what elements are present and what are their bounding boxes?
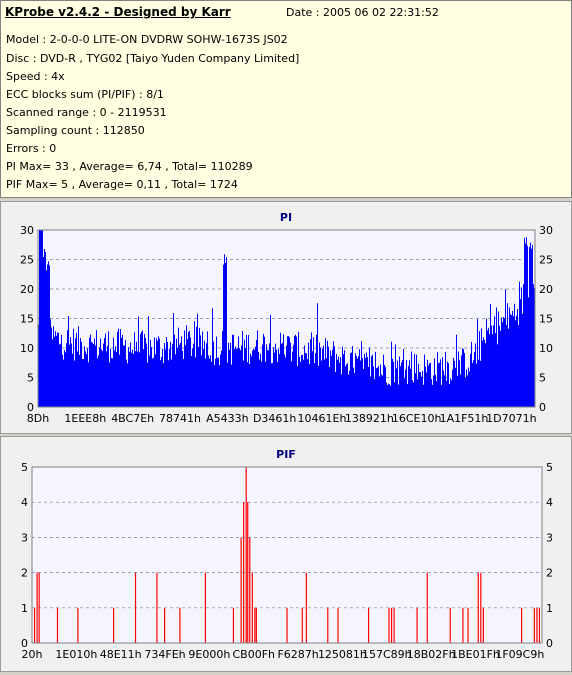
- pi-ytick-right: 0: [539, 401, 546, 414]
- pif-xtick-label: 734FEh: [144, 648, 185, 661]
- pif-xtick-label: F6287h: [277, 648, 318, 661]
- pif-xtick-label: 9E000h: [188, 648, 230, 661]
- pi-ytick-left: 30: [20, 224, 34, 237]
- pi-ytick-left: 15: [20, 313, 34, 326]
- pi-ytick-right: 30: [539, 224, 553, 237]
- app-title: KProbe v2.4.2 - Designed by Karr: [5, 5, 231, 19]
- info-panel: KProbe v2.4.2 - Designed by Karr Date : …: [0, 0, 572, 198]
- pi-chart-panel: PI 0 0 5 5 10 10 15 15 20 20 25 25 30 30 8Dh 1EEE8h 4BC7…: [0, 201, 572, 434]
- pif-ytick-left: 4: [21, 496, 28, 509]
- pif-ytick-left: 5: [21, 461, 28, 474]
- pif-ytick-right: 5: [546, 461, 553, 474]
- model-line: Model : 2-0-0-0 LITE-ON DVDRW SOHW-1673S…: [6, 33, 288, 46]
- pif-chart: PIF 0 0 1 1 2 2 3 3 4 4 5 5 20h 1E010h 48E11h 734FEh 9E0…: [21, 448, 553, 661]
- pi-ytick-right: 5: [539, 372, 546, 385]
- pi-xtick-label: 4BC7Eh: [111, 412, 154, 425]
- pi-ytick-left: 0: [27, 401, 34, 414]
- pif-summary-line: PIF Max= 5 , Average= 0,11 , Total= 1724: [6, 178, 238, 191]
- pi-chart-title: PI: [280, 211, 292, 224]
- pi-ytick-right: 25: [539, 254, 553, 267]
- pif-xtick-label: 1E010h: [55, 648, 97, 661]
- pi-xtick-label: 16CE10h: [392, 412, 442, 425]
- range-line: Scanned range : 0 - 2119531: [6, 106, 167, 119]
- pi-xtick-label: 1A1F51h: [440, 412, 489, 425]
- pif-ytick-left: 2: [21, 567, 28, 580]
- pi-xtick-label: D3461h: [253, 412, 296, 425]
- pif-ytick-right: 3: [546, 531, 553, 544]
- pi-ytick-left: 5: [27, 372, 34, 385]
- pi-ytick-left: 25: [20, 254, 34, 267]
- pif-ytick-right: 0: [546, 637, 553, 650]
- pi-xtick-label: 1D7071h: [486, 412, 536, 425]
- pi-xtick-label: 8Dh: [27, 412, 49, 425]
- pi-ytick-right: 20: [539, 283, 553, 296]
- speed-line: Speed : 4x: [6, 70, 65, 83]
- sampling-line: Sampling count : 112850: [6, 124, 145, 137]
- pi-ytick-left: 20: [20, 283, 34, 296]
- pi-plot-border: [37, 229, 536, 408]
- pif-xtick-label: 20h: [22, 648, 43, 661]
- pif-xtick-label: 157C89h: [362, 648, 412, 661]
- pif-ytick-left: 1: [21, 602, 28, 615]
- pif-ytick-left: 3: [21, 531, 28, 544]
- pi-ytick-right: 15: [539, 313, 553, 326]
- pif-plot-border: [31, 466, 543, 644]
- pif-chart-panel: PIF 0 0 1 1 2 2 3 3 4 4 5 5 20h 1E010h 48E11h 734FEh 9E0…: [0, 436, 572, 672]
- pi-xtick-label: 138921h: [345, 412, 394, 425]
- pif-xtick-label: 48E11h: [100, 648, 142, 661]
- pif-chart-title: PIF: [276, 448, 296, 461]
- pif-ytick-right: 1: [546, 602, 553, 615]
- errors-line: Errors : 0: [6, 142, 57, 155]
- pi-chart: PI 0 0 5 5 10 10 15 15 20 20 25 25 30 30 8Dh 1EEE8h 4BC7…: [20, 211, 553, 425]
- pi-ytick-left: 10: [20, 342, 34, 355]
- pif-xtick-label: 1F09C9h: [495, 648, 544, 661]
- pif-xtick-label: CB00Fh: [232, 648, 275, 661]
- pi-xtick-label: A5433h: [206, 412, 249, 425]
- pi-summary-line: PI Max= 33 , Average= 6,74 , Total= 1102…: [6, 160, 253, 173]
- pif-ytick-right: 2: [546, 567, 553, 580]
- pi-xtick-label: 78741h: [159, 412, 201, 425]
- ecc-line: ECC blocks sum (PI/PIF) : 8/1: [6, 88, 164, 101]
- pif-ytick-left: 0: [21, 637, 28, 650]
- pi-ytick-right: 10: [539, 342, 553, 355]
- pi-xtick-label: 1EEE8h: [64, 412, 106, 425]
- pif-xtick-label: 18B02Fh: [407, 648, 456, 661]
- disc-line: Disc : DVD-R , TYG02 [Taiyo Yuden Compan…: [6, 52, 300, 65]
- scan-date: Date : 2005 06 02 22:31:52: [286, 6, 439, 19]
- pif-ytick-right: 4: [546, 496, 553, 509]
- pif-xtick-label: 1BE01Fh: [451, 648, 500, 661]
- pif-xtick-label: 125081h: [318, 648, 367, 661]
- pi-xtick-label: 10461Eh: [298, 412, 347, 425]
